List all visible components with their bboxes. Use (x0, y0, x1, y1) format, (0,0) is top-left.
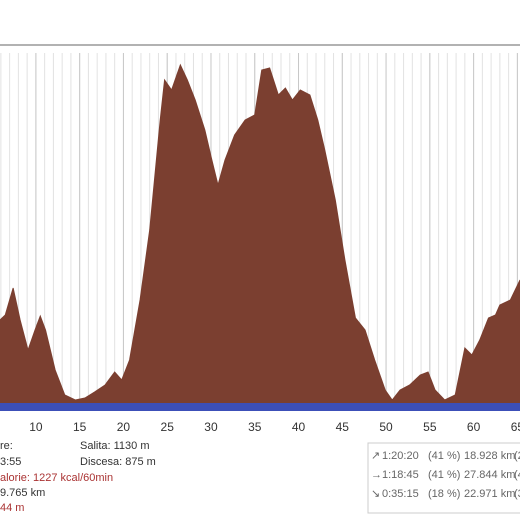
zones: ↗ → ↘ 1:20:20 (41 %) 18.928 km(2 1:18:45 (41… (371, 450, 520, 500)
zone-stat: 18.928 km (464, 450, 515, 462)
zone-stat: 27.844 km (464, 469, 515, 481)
zone-stat: (41 %) (428, 469, 460, 481)
stats-left: re: 3:55 alorie: 1227 kcal/60min 9.765 k… (0, 440, 113, 514)
x-tick-label: 35 (248, 420, 262, 434)
x-tick-label: 55 (423, 420, 437, 434)
x-tick-label: 15 (73, 420, 87, 434)
x-tick-label: 45 (336, 420, 350, 434)
icon-up: ↗ (371, 450, 380, 462)
icon-flat: → (371, 469, 382, 481)
x-axis: 10 15 20 25 30 35 40 45 50 55 60 65 (29, 420, 520, 434)
x-tick-label: 65 (511, 420, 520, 434)
stat: 3:55 (0, 456, 21, 468)
x-tick-label: 20 (117, 420, 131, 434)
marks (0, 63, 520, 406)
stat: Discesa: 875 m (80, 456, 156, 468)
zone-stat: 1:20:20 (382, 450, 419, 462)
zone-stat: (4 (514, 469, 520, 481)
x-tick-label: 60 (467, 420, 481, 434)
zone-stat: (18 %) (428, 488, 460, 500)
stat: 9.765 km (0, 487, 45, 499)
stat: alorie: 1227 kcal/60min (0, 472, 113, 484)
zone-stat: (2 (514, 450, 520, 462)
x-tick-label: 40 (292, 420, 306, 434)
zone-stat: (3 (514, 488, 520, 500)
zone-stat: 22.971 km (464, 488, 515, 500)
elevation-area (0, 63, 520, 406)
stats-middle: Salita: 1130 m Discesa: 875 m (80, 440, 156, 468)
zone-stat: 1:18:45 (382, 469, 419, 481)
zone-band (0, 403, 520, 411)
stat: Salita: 1130 m (80, 440, 150, 452)
header (0, 0, 520, 45)
x-tick-label: 25 (161, 420, 175, 434)
zone-stat: 0:35:15 (382, 488, 419, 500)
x-tick-label: 10 (29, 420, 43, 434)
zone-stat: (41 %) (428, 450, 460, 462)
stat: re: (0, 440, 13, 452)
icon-down: ↘ (371, 488, 380, 500)
zones-box (367, 442, 520, 514)
x-tick-label: 50 (379, 420, 393, 434)
stat: 44 m (0, 502, 24, 514)
x-tick-label: 30 (204, 420, 218, 434)
